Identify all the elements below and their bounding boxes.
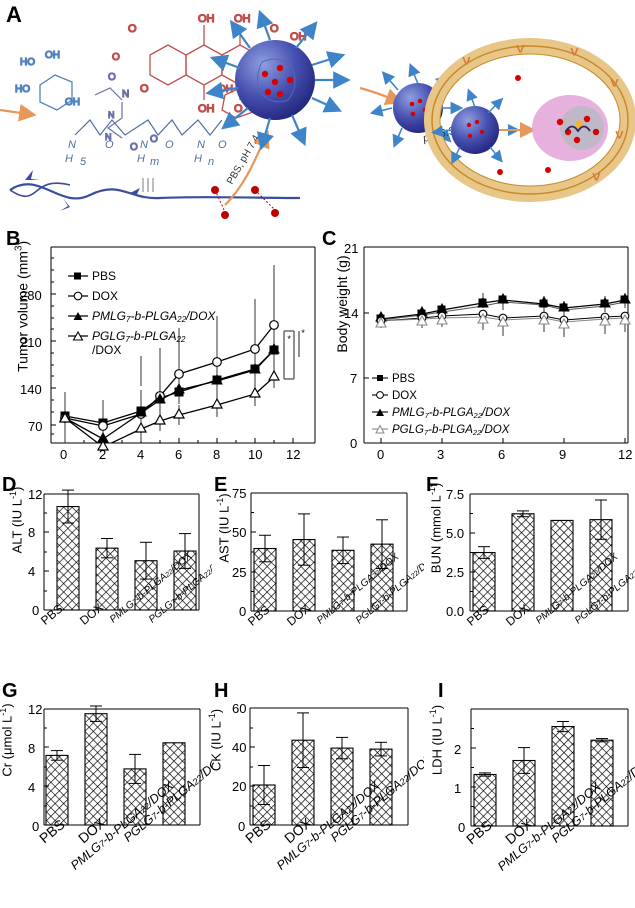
svg-text:OH: OH — [198, 103, 215, 115]
svg-text:OH: OH — [234, 13, 251, 25]
svg-text:H: H — [137, 153, 145, 165]
svg-text:OH: OH — [198, 13, 215, 25]
svg-text:N: N — [68, 139, 76, 151]
svg-text:/DOX: /DOX — [92, 343, 121, 357]
svg-text:O: O — [218, 139, 227, 151]
svg-text:˅: ˅ — [516, 41, 525, 58]
svg-text:O: O — [112, 52, 120, 63]
svg-text:PBS, pH 7.4: PBS, pH 7.4 — [225, 133, 262, 187]
svg-text:HO: HO — [15, 84, 30, 95]
svg-text:O: O — [165, 139, 174, 151]
svg-text:O: O — [140, 83, 149, 95]
svg-text:N: N — [122, 89, 129, 100]
svg-text:O: O — [150, 134, 158, 145]
svg-text:PGLG7-b-PLGA22/DOX: PGLG7-b-PLGA22/DOX — [392, 424, 511, 437]
svg-text:OH: OH — [65, 97, 80, 108]
svg-text:5: 5 — [80, 156, 87, 168]
svg-text:n: n — [208, 156, 214, 168]
svg-text:˅: ˅ — [462, 53, 471, 70]
svg-text:*: * — [301, 328, 305, 338]
svg-text:PGLG7-b-PLGA22: PGLG7-b-PLGA22 — [92, 329, 186, 344]
svg-text:H: H — [194, 153, 202, 165]
svg-text:OH: OH — [45, 50, 60, 61]
svg-text:˅: ˅ — [615, 127, 624, 144]
svg-text:N: N — [140, 139, 148, 151]
svg-text:*: * — [287, 334, 291, 344]
svg-text:PBS: PBS — [92, 269, 116, 283]
svg-text:N: N — [197, 139, 205, 151]
svg-text:H: H — [65, 153, 73, 165]
svg-text:DOX: DOX — [392, 390, 417, 402]
svg-text:O: O — [128, 23, 137, 35]
svg-text:O: O — [130, 142, 138, 153]
svg-text:˅: ˅ — [610, 75, 619, 92]
svg-text:m: m — [150, 156, 159, 168]
svg-text:O: O — [108, 72, 116, 83]
svg-text:HO: HO — [20, 57, 35, 68]
svg-text:DOX: DOX — [92, 289, 118, 303]
svg-text:PBS: PBS — [392, 373, 415, 385]
svg-text:PMLG7-b-PLGA22/DOX: PMLG7-b-PLGA22/DOX — [392, 407, 511, 420]
svg-text:N: N — [108, 110, 115, 120]
svg-text:˅: ˅ — [592, 169, 601, 186]
svg-text:˅: ˅ — [570, 44, 579, 61]
svg-text:PMLG7-b-PLGA22/DOX: PMLG7-b-PLGA22/DOX — [92, 309, 216, 324]
svg-text:O: O — [105, 139, 114, 151]
svg-text:O: O — [270, 23, 279, 35]
